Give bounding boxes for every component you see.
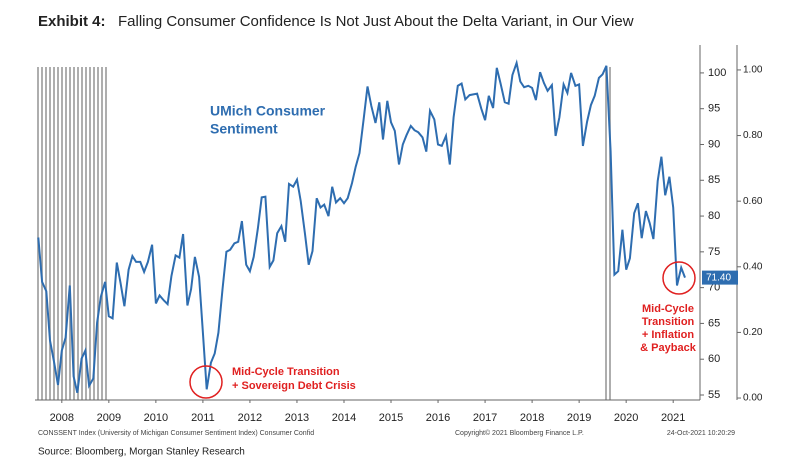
y-tick-label: 90	[708, 138, 720, 150]
x-tick-label: 2010	[144, 412, 168, 424]
y2-tick-label: 0.40	[743, 261, 763, 272]
last-value-label: 71.40	[706, 272, 731, 283]
title-label: Exhibit 4:	[38, 13, 106, 30]
annotation: Mid-Cycle	[642, 303, 694, 315]
y2-tick-label: 0.80	[743, 130, 763, 141]
footer: 24-Oct-2021 10:20:29	[667, 430, 735, 437]
annotation: Mid-Cycle Transition	[232, 366, 340, 378]
x-tick-label: 2018	[520, 412, 544, 424]
chart-title: Falling Consumer Confidence Is Not Just …	[118, 13, 634, 30]
source: Source: Bloomberg, Morgan Stanley Resear…	[38, 447, 245, 458]
annotation: Transition	[642, 316, 695, 328]
y-tick-label: 60	[708, 353, 720, 365]
x-tick-label: 2013	[285, 412, 309, 424]
y-tick-label: 80	[708, 210, 720, 222]
x-tick-label: 2008	[50, 412, 74, 424]
y-tick-label: 55	[708, 389, 720, 401]
y-tick-label: 100	[708, 67, 726, 79]
y-tick-label: 65	[708, 317, 720, 329]
x-tick-label: 2019	[567, 412, 591, 424]
highlight-circle	[189, 365, 223, 399]
x-tick-label: 2020	[614, 412, 638, 424]
footer: CONSSENT Index (University of Michigan C…	[38, 430, 314, 437]
series-line	[37, 59, 686, 394]
y2-tick-label: 0.20	[743, 327, 763, 338]
y2-tick-label: 0.00	[743, 393, 763, 404]
highlight-circle	[662, 261, 696, 295]
footer: Copyright© 2021 Bloomberg Finance L.P.	[455, 429, 584, 437]
y-tick-label: 85	[708, 174, 720, 186]
y-tick-label: 75	[708, 246, 720, 258]
x-tick-label: 2009	[97, 412, 121, 424]
last-value-box	[702, 270, 738, 285]
x-tick-label: 2012	[238, 412, 262, 424]
series-label: UMich Consumer	[210, 103, 326, 119]
plot-area	[35, 59, 686, 400]
y2-tick-label: 1.00	[743, 65, 763, 76]
x-tick-label: 2011	[191, 412, 215, 424]
series-label: Sentiment	[210, 121, 278, 137]
x-tick-label: 2014	[332, 412, 356, 424]
x-tick-label: 2017	[473, 412, 497, 424]
annotation: + Inflation	[642, 329, 695, 341]
x-tick-label: 2016	[426, 412, 450, 424]
x-tick-label: 2021	[661, 412, 685, 424]
x-tick-label: 2015	[379, 412, 403, 424]
y-tick-label: 95	[708, 103, 720, 115]
annotation: & Payback	[640, 342, 697, 354]
recession-shading	[605, 67, 613, 400]
y2-tick-label: 0.60	[743, 196, 763, 207]
annotation: + Sovereign Debt Crisis	[232, 380, 356, 392]
